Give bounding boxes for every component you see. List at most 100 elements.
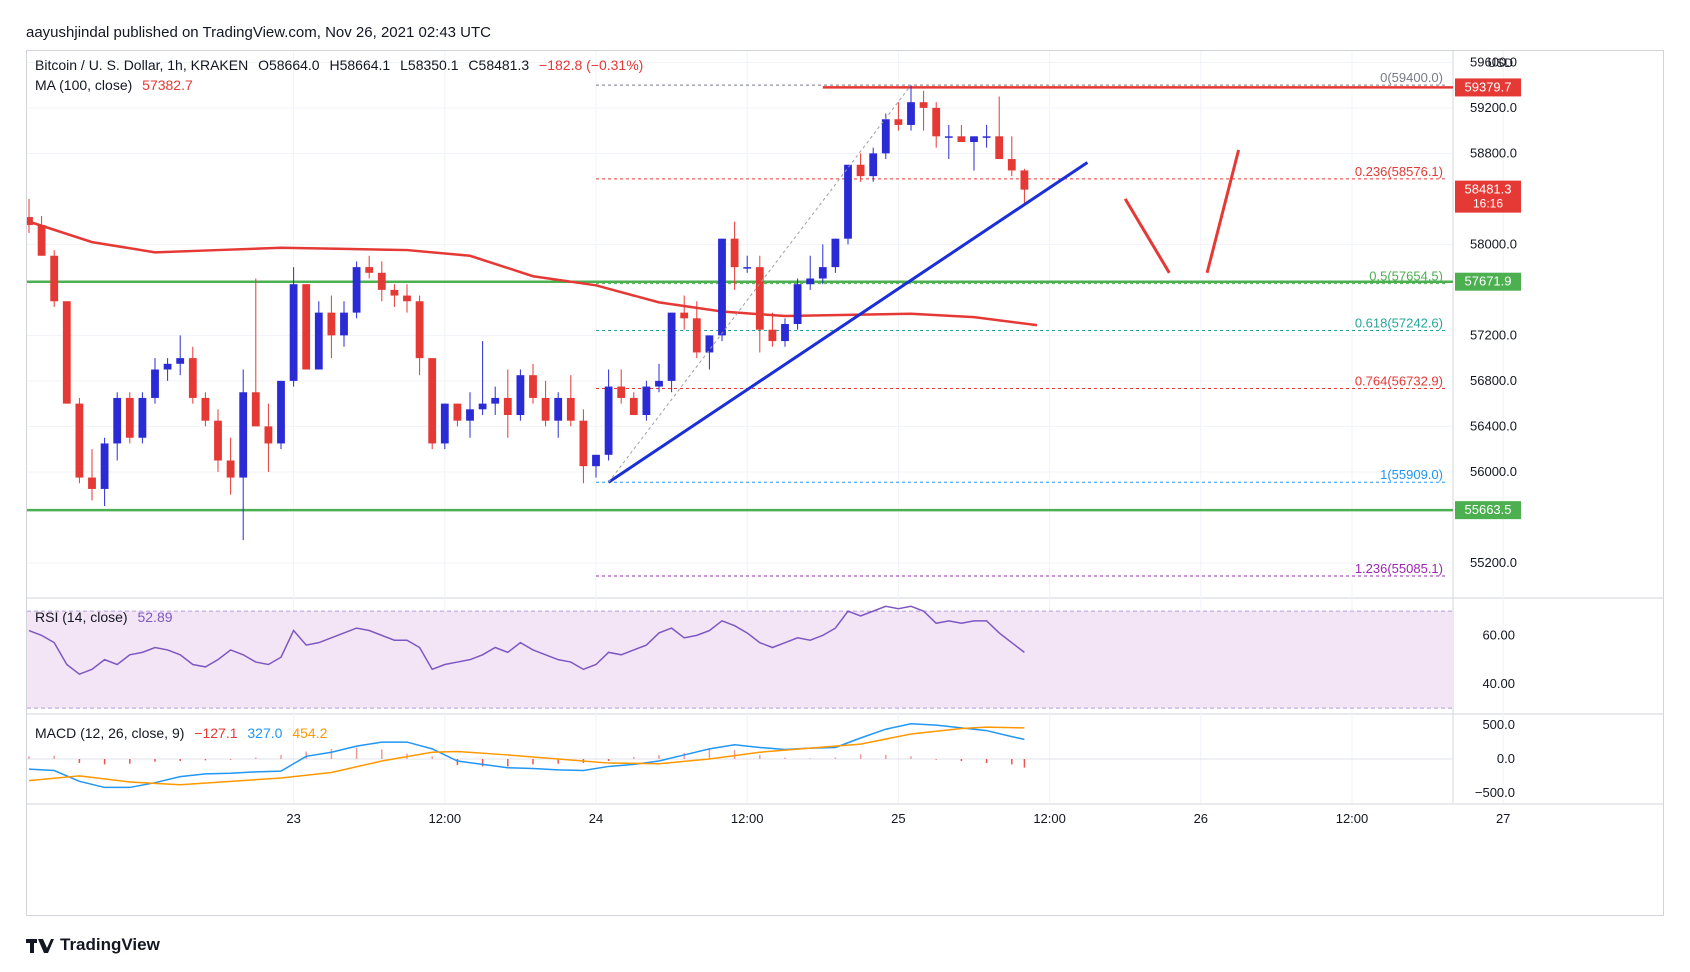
footer-brand: TradingView: [60, 935, 160, 954]
candle-down: [957, 136, 966, 142]
candle-down: [377, 272, 386, 290]
price-tick-label: 56400.0: [1470, 418, 1517, 433]
candle-up: [163, 363, 172, 370]
candle-up: [705, 335, 714, 353]
candle-down: [453, 403, 462, 421]
candle-up: [466, 409, 474, 421]
price-badge-1: [1455, 180, 1521, 213]
candle-up: [100, 443, 109, 489]
candle-down: [302, 284, 311, 370]
macd-tick-label: 0.0: [1497, 751, 1515, 766]
time-tick-label: 24: [589, 811, 603, 826]
candle-down: [50, 255, 59, 302]
ohlc-low: L58350.1: [400, 57, 459, 73]
candle-up: [907, 102, 915, 125]
price-badge-3: [1455, 501, 1521, 520]
candle-up: [478, 403, 487, 410]
macd-tick-label: −500.0: [1475, 785, 1515, 800]
candle-up: [151, 369, 159, 398]
symbol-title: Bitcoin / U. S. Dollar, 1h, KRAKEN: [35, 57, 249, 73]
candle-down: [264, 426, 273, 444]
candle-down: [680, 312, 689, 319]
ma-legend: MA (100, close) 57382.7: [35, 77, 193, 93]
ma-label: MA (100, close): [35, 77, 133, 93]
price-tick-label: 58800.0: [1470, 145, 1517, 160]
rsi-label: RSI (14, close): [35, 609, 128, 625]
candle-up: [642, 386, 651, 415]
chart-frame[interactable]: 0(59400.0) 0.236(58576.1) 0.5(57654.5) 0.61…: [26, 50, 1664, 916]
candle-up: [831, 238, 840, 268]
candle-up: [743, 267, 752, 269]
chart-canvas[interactable]: 0(59400.0) 0.236(58576.1) 0.5(57654.5) 0.61…: [27, 51, 1663, 915]
candle-up: [844, 164, 852, 239]
candle-down: [629, 397, 638, 415]
candle-up: [113, 397, 122, 444]
price-unit-label: USD: [1488, 56, 1514, 70]
candle-down: [692, 318, 701, 353]
candle-down: [88, 477, 96, 489]
candle-down: [125, 397, 134, 438]
candle-down: [201, 397, 210, 421]
fib-label-0.618: 0.618(57242.6): [1355, 316, 1443, 331]
rsi-legend: RSI (14, close) 52.89: [35, 609, 173, 625]
price-badge-2: [1455, 272, 1521, 291]
macd-signal-line: [28, 726, 1025, 786]
candle-down: [541, 397, 550, 421]
fib-label-1: 1(55909.0): [1380, 467, 1443, 482]
candle-down: [1007, 159, 1016, 171]
candle-down: [529, 375, 537, 398]
candle-down: [932, 107, 941, 137]
candle-down: [390, 289, 399, 296]
macd-label: MACD (12, 26, close, 9): [35, 725, 185, 741]
candle-down: [27, 217, 33, 226]
rsi-tick-label: 60.00: [1482, 627, 1515, 642]
published-note: aayushjindal published on TradingView.co…: [26, 24, 492, 41]
price-badge-text-2: 57671.9: [1465, 274, 1512, 289]
macd-line: [28, 723, 1025, 789]
candle-down: [37, 225, 46, 256]
candle-down: [226, 460, 235, 478]
price-tick-label: 57200.0: [1470, 327, 1517, 342]
fib-label-0.5: 0.5(57654.5): [1369, 269, 1443, 284]
time-tick-label: 12:00: [429, 811, 462, 826]
tradingview-footer[interactable]: TradingView: [26, 935, 160, 955]
candle-down: [214, 420, 222, 461]
candle-up: [516, 375, 525, 415]
candle-up: [592, 454, 600, 467]
fib-label-0.236: 0.236(58576.1): [1355, 164, 1443, 179]
time-tick-label: 27: [1496, 811, 1510, 826]
candle-down: [365, 267, 374, 273]
candle-down: [1020, 170, 1029, 190]
ohlc-high: H58664.1: [329, 57, 391, 73]
candle-up: [869, 153, 878, 177]
price-tick-label: 59200.0: [1470, 100, 1517, 115]
forecast-down-arrow: [1123, 198, 1171, 274]
fib-connector: [608, 84, 912, 483]
candle-down: [188, 358, 197, 398]
candle-down: [755, 267, 764, 330]
price-badge-text-1: 58481.3: [1465, 182, 1512, 197]
forecast-up-arrow: [1205, 149, 1241, 274]
candle-up: [277, 380, 285, 444]
candle-up: [667, 312, 676, 381]
price-tick-label: 56800.0: [1470, 373, 1517, 388]
macd-hist-value: −127.1: [194, 725, 238, 741]
fib-label-1.236: 1.236(55085.1): [1355, 561, 1443, 576]
candle-up: [881, 119, 890, 154]
candle-up: [604, 386, 613, 455]
candle-down: [617, 386, 626, 398]
candle-up: [491, 397, 500, 404]
candle-down: [730, 238, 739, 268]
fib-label-0.764: 0.764(56732.9): [1355, 374, 1443, 389]
candle-down: [415, 301, 424, 359]
candle-up: [554, 397, 563, 421]
candle-down: [75, 403, 84, 478]
candle-down: [919, 102, 928, 108]
ohlc-close: C58481.3: [468, 57, 530, 73]
candle-up: [340, 312, 348, 336]
price-badge-text-3: 55663.5: [1465, 502, 1512, 517]
candle-up: [440, 403, 449, 444]
time-tick-label: 23: [286, 811, 300, 826]
ma-value: 57382.7: [142, 77, 193, 93]
candle-down: [251, 392, 260, 427]
